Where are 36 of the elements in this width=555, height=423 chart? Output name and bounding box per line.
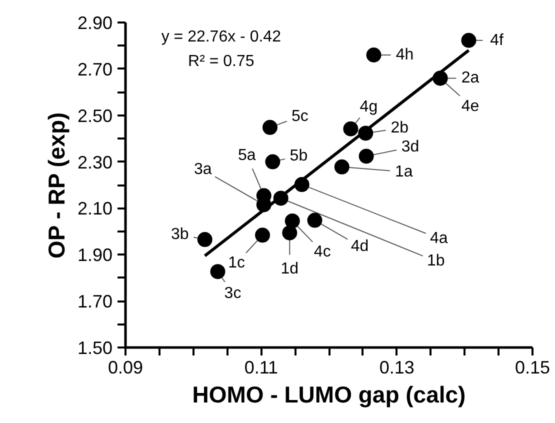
y-tick-label: 2.50 <box>77 106 113 126</box>
x-tick-label: 0.11 <box>244 358 278 378</box>
x-axis-title: HOMO - LUMO gap (calc) <box>192 382 466 408</box>
annotation: 4a <box>430 230 448 248</box>
y-tick-label: 1.90 <box>77 245 113 266</box>
annotation: 4e <box>461 98 480 116</box>
x-tick-label: 0.13 <box>379 358 414 378</box>
annotation: 4d <box>350 238 369 255</box>
annotation: 2a <box>461 70 480 87</box>
y-tick-label: 2.30 <box>77 152 113 172</box>
annotation: y = 22.76x - 0.42 <box>161 28 282 46</box>
y-tick-label: 2.70 <box>77 59 113 80</box>
y-tick-label: 1.70 <box>77 292 113 312</box>
annotation: 1a <box>394 163 413 180</box>
annotation: 4f <box>490 32 504 49</box>
annotation: 3b <box>170 226 189 244</box>
annotation: 1d <box>280 260 299 278</box>
annotation: R² = 0.75 <box>188 53 254 70</box>
y-tick-label: 2.10 <box>77 198 113 219</box>
annotation: 1c <box>228 254 245 272</box>
annotation: 5a <box>238 147 256 164</box>
annotation: 5b <box>290 147 308 164</box>
y-axis-title: OP - RP (exp) <box>43 112 70 258</box>
x-tick-label: 0.09 <box>108 358 144 378</box>
annotation: 5c <box>292 108 308 125</box>
y-tick-label: 1.50 <box>77 338 113 358</box>
annotation: 4c <box>314 243 331 260</box>
annotation: 3a <box>194 161 212 178</box>
annotation: 4h <box>396 46 414 64</box>
x-tick-label: 0.15 <box>514 358 550 378</box>
annotation: 3c <box>224 285 242 302</box>
annotation: 3d <box>401 138 420 156</box>
annotation: 1b <box>426 252 445 270</box>
y-tick-label: 2.90 <box>77 13 113 33</box>
annotation: 4g <box>360 98 378 116</box>
annotation: 2b <box>390 120 409 137</box>
